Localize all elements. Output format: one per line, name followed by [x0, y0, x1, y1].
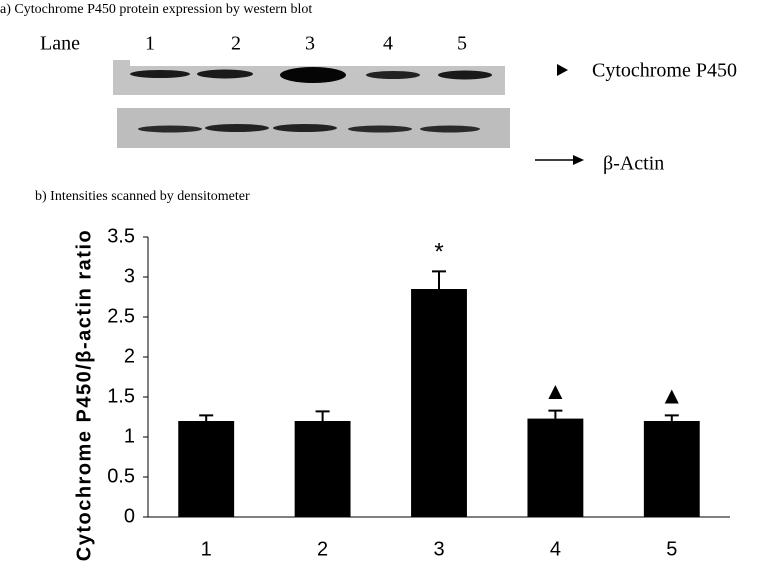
- y-tick-label: 2.5: [107, 305, 135, 327]
- error-bar: [315, 410, 330, 421]
- error-bar: [664, 414, 679, 421]
- arrowhead: [573, 155, 584, 165]
- y-tick-label: 3.5: [107, 225, 135, 247]
- blot-title: a) Cytochrome P450 protein expression by…: [0, 2, 312, 17]
- y-tick-label: 1.5: [107, 385, 135, 407]
- y-tick-label: 1: [124, 425, 135, 447]
- lane-label: Lane: [40, 33, 80, 55]
- annotation: *: [434, 239, 443, 266]
- lane-number: 2: [231, 33, 241, 55]
- x-tick-label: 2: [317, 538, 328, 560]
- band-label: β-Actin: [603, 153, 664, 175]
- error-bar: [548, 409, 563, 419]
- annotation: ▲: [544, 378, 568, 405]
- bar: [527, 418, 584, 517]
- arrowhead: [557, 64, 568, 76]
- lane-number: 1: [145, 33, 155, 55]
- y-axis-label: Cytochrome P450/β-actin ratio: [73, 229, 95, 561]
- blot-image: [117, 108, 510, 148]
- y-tick-label: 2: [124, 345, 135, 367]
- bar: [178, 421, 235, 517]
- y-tick-label: 3: [124, 265, 135, 287]
- band-label: Cytochrome P450: [592, 60, 737, 82]
- bar: [411, 289, 467, 517]
- lane-number: 3: [305, 33, 315, 55]
- error-bar: [199, 414, 214, 421]
- x-tick-label: 3: [433, 538, 444, 560]
- error-bar: [432, 270, 446, 289]
- x-tick-label: 4: [550, 538, 561, 560]
- x-tick-label: 1: [201, 538, 212, 560]
- blot-image: [113, 60, 505, 95]
- lane-number: 4: [383, 33, 393, 55]
- x-tick-label: 5: [666, 538, 677, 560]
- y-tick-label: 0: [124, 505, 135, 527]
- bar: [294, 421, 351, 517]
- bar: [643, 421, 700, 517]
- lane-number: 5: [457, 33, 467, 55]
- chart-title: b) Intensities scanned by densitometer: [35, 189, 250, 204]
- annotation: ▲: [660, 383, 684, 410]
- y-tick-label: 0.5: [107, 465, 135, 487]
